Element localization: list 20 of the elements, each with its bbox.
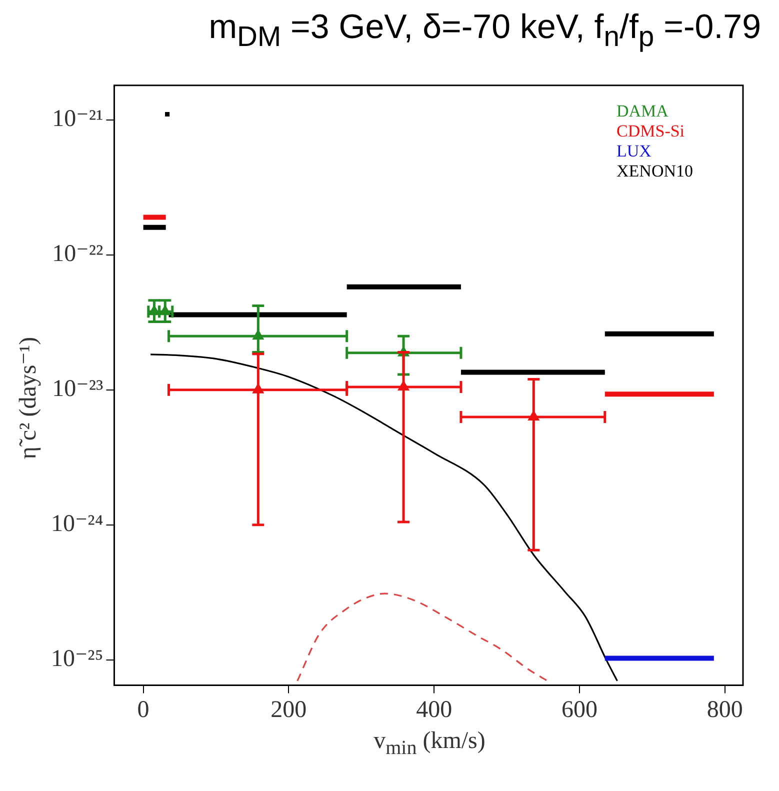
y-tick-label: 10⁻²³ [52,376,104,402]
x-tick-label: 600 [561,696,598,723]
x-tick-label: 800 [706,696,743,723]
y-tick-label: 10⁻²⁵ [50,646,104,672]
y-tick-label: 10⁻²² [52,241,104,268]
line-series [150,354,618,682]
text: CDMS-Si [616,121,685,140]
text: DAMA [616,101,670,120]
x-tick-label: 0 [137,696,150,723]
y-axis-title: η̃ c² (days⁻¹) [14,336,42,460]
chart-title: m$_{DM}$ =3 GeV, δ=-70 keV, f$_{n}$/f$_{p}$ =-0.79 [208,8,762,55]
x-tick-label: 200 [270,696,307,723]
text: XENON10 [616,161,694,180]
y-tick-label: 10⁻²⁴ [50,511,104,538]
text: LUX [616,141,652,160]
x-axis-title: v$_{min}$ (km/s) [372,728,486,760]
point [165,112,170,117]
line-series [296,592,548,682]
y-tick-label: 10⁻²¹ [52,106,104,132]
x-tick-label: 400 [416,696,452,723]
